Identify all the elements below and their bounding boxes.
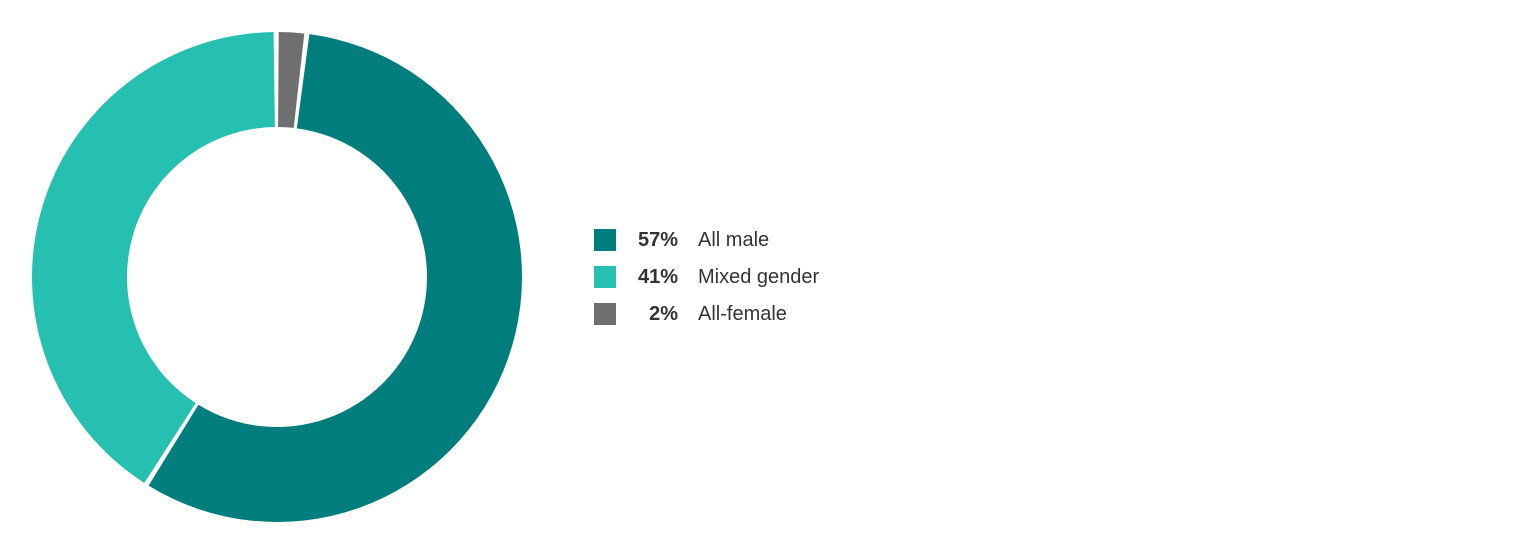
legend-percent: 2% <box>630 303 678 326</box>
legend-label: All-female <box>698 303 787 326</box>
legend-swatch <box>594 303 616 325</box>
legend-item-mixed-gender: 41% Mixed gender <box>594 266 819 289</box>
legend-item-all-male: 57% All male <box>594 229 819 252</box>
legend-percent: 41% <box>630 266 678 289</box>
chart-container: 57% All male 41% Mixed gender 2% All-fem… <box>0 0 1513 554</box>
donut-svg <box>0 0 554 554</box>
legend-swatch <box>594 266 616 288</box>
legend-swatch <box>594 229 616 251</box>
legend-item-all-female: 2% All-female <box>594 303 819 326</box>
legend-label: All male <box>698 229 769 252</box>
donut-slice <box>32 32 275 483</box>
legend-label: Mixed gender <box>698 266 819 289</box>
donut-chart <box>0 0 554 554</box>
legend-percent: 57% <box>630 229 678 252</box>
legend: 57% All male 41% Mixed gender 2% All-fem… <box>594 229 819 326</box>
